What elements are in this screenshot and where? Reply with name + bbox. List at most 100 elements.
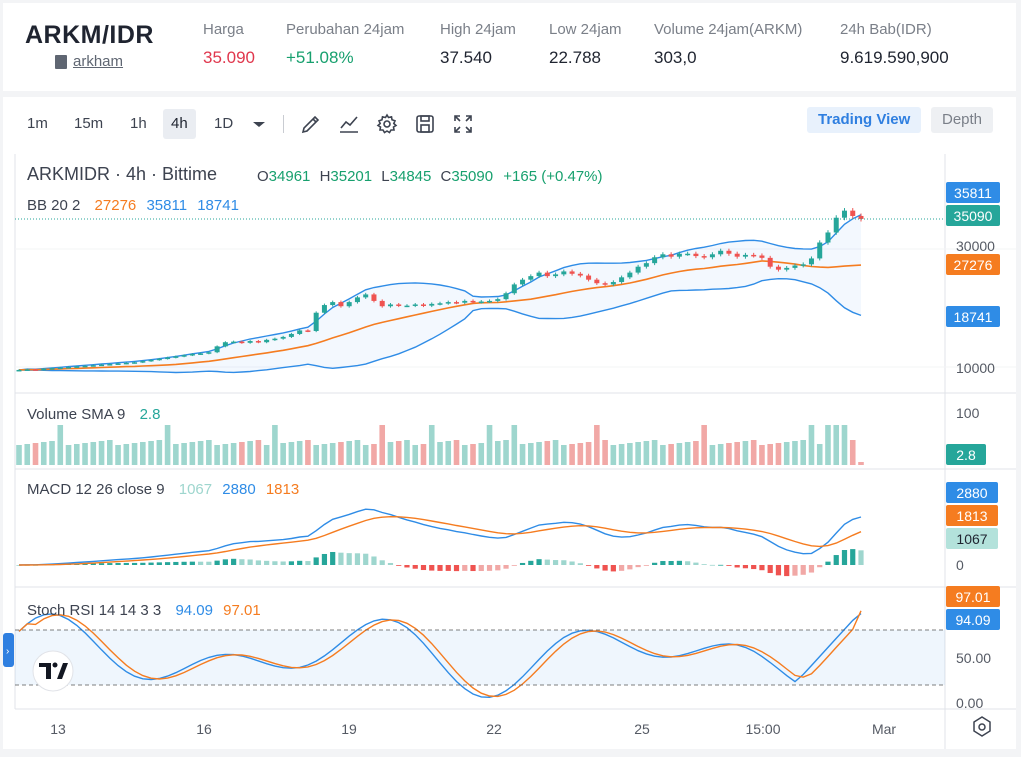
volume-bar <box>684 442 691 465</box>
tf-1h[interactable]: 1h <box>130 115 147 132</box>
macd-histogram-bar <box>321 553 328 565</box>
macd-histogram-bar <box>371 556 377 565</box>
candle-body <box>396 304 402 306</box>
candle-body <box>189 354 195 356</box>
volume-bar <box>90 442 97 465</box>
tag-macd-line: 2880 <box>946 482 998 503</box>
macd-histogram-bar <box>107 563 113 565</box>
volume-bar <box>428 425 435 465</box>
volume-bar <box>255 440 262 465</box>
indicator-line-icon[interactable] <box>337 112 361 136</box>
candle-body <box>627 272 633 278</box>
macd-histogram-bar <box>627 565 633 570</box>
macd-histogram-bar <box>82 563 88 565</box>
volume-bar <box>379 425 386 465</box>
tf-15m[interactable]: 15m <box>74 115 104 132</box>
tag-rsi-d: 97.01 <box>946 586 1000 607</box>
candle-body <box>577 273 583 276</box>
candle-body <box>478 301 484 304</box>
macd-histogram-bar <box>297 560 303 565</box>
volume-bar <box>536 442 542 465</box>
macd-histogram-bar <box>850 549 856 565</box>
macd-histogram-bar <box>429 565 435 571</box>
candle-body <box>90 365 96 367</box>
svg-text:18741: 18741 <box>954 309 993 325</box>
macd-histogram-bar <box>354 553 361 565</box>
candle-body <box>239 341 245 344</box>
tag-macd-hist: 1067 <box>946 528 998 549</box>
volume-bar <box>329 443 336 465</box>
macd-histogram-bar <box>800 565 806 575</box>
volume-bar <box>445 441 452 465</box>
candle-body <box>297 330 303 334</box>
sidebar-toggle[interactable]: › <box>3 633 14 667</box>
tf-1m[interactable]: 1m <box>27 115 48 132</box>
draw-pen-icon[interactable] <box>299 112 323 136</box>
macd-line <box>18 508 862 566</box>
volume-bar <box>197 441 204 465</box>
tag-last-price: 35090 <box>946 205 1000 226</box>
chevron-down-icon[interactable] <box>247 112 271 136</box>
volume-bar <box>65 445 72 465</box>
fullscreen-icon[interactable] <box>451 112 475 136</box>
macd-histogram-bar <box>255 560 261 565</box>
stat-change: Perubahan 24jam +51.08% <box>286 21 405 67</box>
candle-body <box>255 341 261 343</box>
candle-body <box>676 253 682 257</box>
macd-histogram-bar <box>511 565 517 566</box>
tf-1d[interactable]: 1D <box>214 115 234 132</box>
trading-view-button[interactable]: Trading View <box>807 107 922 133</box>
candle-body <box>808 258 814 265</box>
candle-body <box>371 294 377 301</box>
macd-histogram-bar <box>412 565 418 569</box>
candle-body <box>123 362 129 365</box>
macd-legend: MACD 12 26 close 9 1067 2880 1813 <box>27 481 299 498</box>
settings-icon[interactable] <box>375 112 399 136</box>
macd-histogram-bar <box>148 562 154 565</box>
candle-body <box>858 215 864 219</box>
tag-volume: 2.8 <box>946 444 986 465</box>
time-tick: 16 <box>196 721 212 737</box>
macd-histogram-bar <box>858 550 864 565</box>
macd-histogram-bar <box>668 560 674 565</box>
macd-histogram-bar <box>652 562 658 565</box>
candle-body <box>330 302 336 306</box>
price-tick: 30000 <box>956 238 995 254</box>
volume-bar <box>222 444 229 465</box>
volume-bar <box>412 445 419 465</box>
volume-bar <box>750 440 757 465</box>
candle-body <box>544 272 550 277</box>
time-tick: 19 <box>341 721 357 737</box>
save-icon[interactable] <box>413 112 437 136</box>
volume-bar <box>453 440 460 465</box>
candle-body <box>569 271 575 274</box>
volume-bar <box>16 445 22 465</box>
candle-body <box>231 341 237 344</box>
depth-button[interactable]: Depth <box>931 107 994 133</box>
macd-histogram-bar <box>98 563 105 565</box>
svg-text:94.09: 94.09 <box>955 612 990 628</box>
macd-histogram-bar <box>330 551 336 565</box>
candle-body <box>693 253 699 257</box>
volume-bar <box>544 441 551 465</box>
tradingview-logo[interactable] <box>32 650 74 692</box>
macd-histogram-bar <box>660 561 666 565</box>
tf-4h[interactable]: 4h <box>163 109 196 139</box>
volume-bar <box>767 444 773 465</box>
trading-chart[interactable]: ARKMIDR · 4h · Bittime O34961 H35201 L34… <box>3 97 1016 749</box>
macd-histogram-bar <box>90 563 96 565</box>
candle-body <box>594 279 600 284</box>
candle-body <box>734 253 740 257</box>
volume-bar <box>602 440 608 465</box>
svg-text:35811: 35811 <box>954 185 992 201</box>
candle-body <box>602 283 608 285</box>
volume-bar <box>519 444 526 465</box>
asset-link[interactable]: arkham <box>55 53 123 70</box>
volume-bar <box>313 445 319 465</box>
volume-bar <box>57 425 64 465</box>
chart-settings-icon[interactable] <box>973 716 991 737</box>
candle-body <box>833 217 839 233</box>
macd-histogram-bar <box>313 557 319 565</box>
volume-bar <box>618 444 625 465</box>
candle-body <box>16 369 22 372</box>
